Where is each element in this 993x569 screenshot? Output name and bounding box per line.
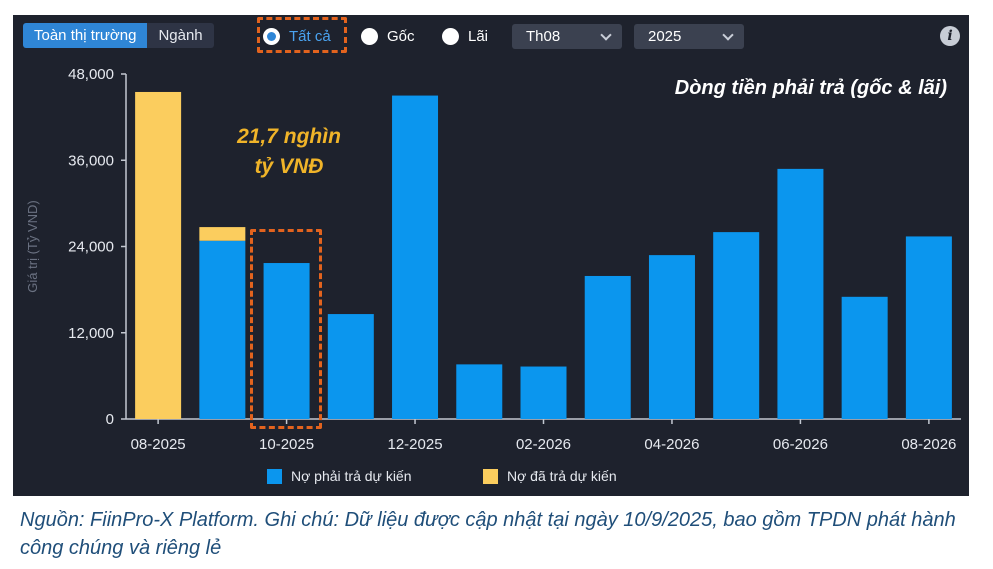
radio-all-label: Tất cả: [289, 27, 331, 45]
month-select-value: Th08: [526, 28, 561, 45]
year-select[interactable]: 2025: [634, 24, 744, 49]
bar-09-2025-series-0: [199, 240, 246, 419]
bar-12-2025-series-0: [392, 95, 439, 419]
legend-label-payable: Nợ phải trả dự kiến: [291, 468, 412, 484]
radio-interest-label: Lãi: [468, 27, 489, 45]
chevron-down-icon: [722, 29, 734, 41]
radio-highlight-box: [257, 17, 347, 53]
tab-sector[interactable]: Ngành: [147, 23, 214, 48]
y-tick-label: 24,000: [68, 239, 114, 256]
radio-unselected-icon: [361, 27, 378, 45]
radio-selected-icon: [263, 27, 280, 45]
y-tick-label: 0: [106, 411, 114, 428]
legend-swatch-yellow: [483, 468, 498, 484]
x-tick-label: 06-2026: [773, 436, 828, 453]
bar-05-2026-series-0: [713, 232, 760, 419]
scope-tabs: Toàn thị trường Ngành: [23, 23, 214, 48]
radio-all[interactable]: Tất cả: [263, 24, 331, 48]
month-select[interactable]: Th08: [512, 24, 622, 49]
bar-01-2026-series-0: [456, 364, 503, 419]
bar-highlight-box: [250, 229, 322, 429]
radio-principal-label: Gốc: [387, 27, 415, 45]
bar-11-2025-series-0: [327, 314, 374, 419]
y-axis-label: Giá trị (Tỷ VND): [25, 200, 40, 292]
radio-interest[interactable]: Lãi: [442, 24, 488, 48]
radio-unselected-icon: [442, 27, 459, 45]
y-tick-label: 48,000: [68, 66, 114, 83]
legend-item-paid[interactable]: Nợ đã trả dự kiến: [483, 468, 617, 484]
info-icon[interactable]: i: [940, 26, 960, 46]
bar-10-2025-series-0: [263, 263, 310, 419]
tab-whole-market[interactable]: Toàn thị trường: [23, 23, 148, 48]
chevron-down-icon: [600, 29, 612, 41]
source-caption: Nguồn: FiinPro-X Platform. Ghi chú: Dữ l…: [20, 509, 956, 559]
radio-principal[interactable]: Gốc: [361, 24, 415, 48]
callout-line-2: tỷ VNĐ: [254, 155, 324, 178]
x-tick-label: 02-2026: [516, 436, 571, 453]
bar-02-2026-series-0: [520, 366, 567, 419]
y-tick-label: 12,000: [68, 325, 114, 342]
legend-item-payable[interactable]: Nợ phải trả dự kiến: [267, 468, 412, 484]
x-tick-label: 12-2025: [388, 436, 443, 453]
x-tick-label: 08-2025: [131, 436, 186, 453]
bar-08-2025-series-1: [135, 91, 182, 419]
chart-annotation-title: Dòng tiền phải trả (gốc & lãi): [674, 77, 947, 99]
legend-swatch-blue: [267, 468, 282, 484]
bar-09-2025-series-1: [199, 227, 246, 241]
callout-text: 21,7 nghìn tỷ VNĐ: [219, 122, 359, 182]
x-tick-label: 08-2026: [901, 436, 956, 453]
x-tick-label: 10-2025: [259, 436, 314, 453]
x-tick-label: 04-2026: [644, 436, 699, 453]
bar-07-2026-series-0: [841, 296, 888, 419]
bar-06-2026-series-0: [777, 168, 824, 419]
legend-label-paid: Nợ đã trả dự kiến: [507, 468, 617, 484]
bar-08-2026-series-0: [905, 236, 952, 419]
chart-panel: 0 12,000 24,000 36,000 48,000 Giá trị (Tỷ VND…: [13, 15, 969, 496]
bar-03-2026-series-0: [584, 275, 631, 419]
year-select-value: 2025: [648, 28, 682, 45]
y-tick-label: 36,000: [68, 152, 114, 169]
bar-chart: 0 12,000 24,000 36,000 48,000 Giá trị (Tỷ VND…: [25, 66, 961, 453]
callout-line-1: 21,7 nghìn: [237, 125, 341, 148]
bar-04-2026-series-0: [648, 255, 695, 419]
